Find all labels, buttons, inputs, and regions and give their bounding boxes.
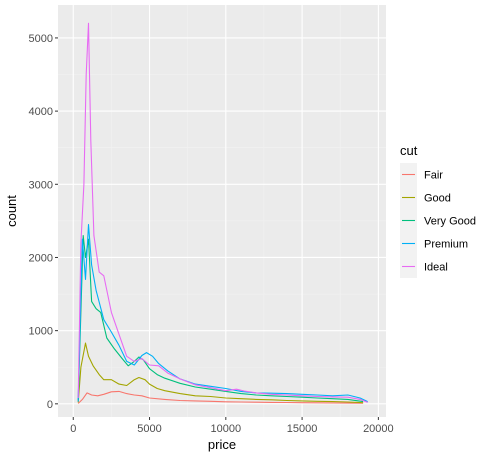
y-tick-label: 3000	[29, 179, 53, 191]
y-tick-label: 0	[47, 399, 53, 411]
series-line-very-good	[77, 234, 364, 403]
y-tick-label: 4000	[29, 106, 53, 118]
y-axis-title: count	[4, 195, 19, 227]
x-axis-ticks: 0 5000 10000 15000 20000	[70, 417, 394, 435]
legend-label: Very Good	[424, 216, 476, 228]
x-tick-label: 5000	[137, 423, 161, 435]
y-axis-ticks: 0 1000 2000 3000 4000 5000	[29, 33, 58, 411]
x-tick-label: 20000	[363, 423, 394, 435]
y-tick-label: 5000	[29, 33, 53, 45]
series-lines	[77, 22, 368, 404]
legend-label: Premium	[424, 239, 468, 251]
series-line-good	[77, 342, 364, 404]
legend-title: cut	[400, 143, 418, 158]
x-tick-label: 10000	[211, 423, 242, 435]
y-tick-label: 1000	[29, 326, 53, 338]
legend-label: Ideal	[424, 262, 448, 274]
series-line-premium	[77, 223, 368, 403]
legend-label: Good	[424, 193, 451, 205]
plot-background	[58, 5, 386, 417]
x-tick-label: 15000	[287, 423, 318, 435]
minor-gridlines	[58, 5, 386, 417]
x-tick-label: 0	[70, 423, 76, 435]
legend: cut Fair Good Very Good Premium Ideal	[400, 143, 476, 278]
x-axis-title: price	[208, 437, 236, 452]
y-tick-label: 2000	[29, 252, 53, 264]
major-gridlines	[58, 5, 386, 417]
series-line-ideal	[77, 22, 368, 403]
series-line-fair	[77, 390, 364, 404]
legend-label: Fair	[424, 170, 443, 182]
